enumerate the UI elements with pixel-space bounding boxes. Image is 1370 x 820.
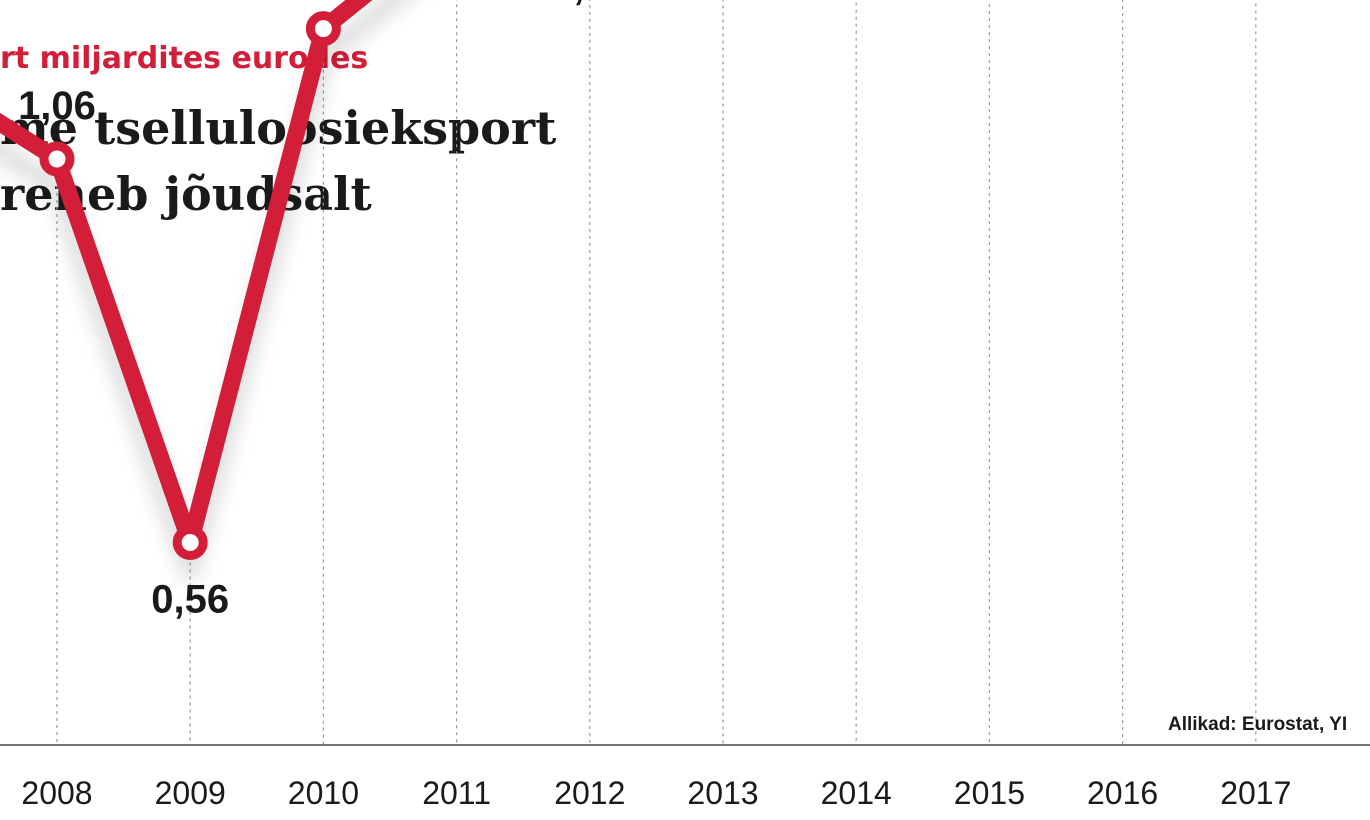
value-labels: 1,060,561,231,371,361,561,61,791,761,82 bbox=[18, 0, 629, 621]
x-axis-ticks: 2008 2009 2010 2011 2012 2013 2014 2015 2016 2017… bbox=[21, 775, 1291, 811]
value-label-2012: 1,36 bbox=[551, 0, 629, 8]
x-tick-2010: 2010 bbox=[288, 775, 359, 811]
x-tick-2008: 2008 bbox=[21, 775, 92, 811]
point-marker-2009 bbox=[172, 524, 208, 560]
chart-title-line-1: me tselluloosieksport bbox=[0, 101, 557, 155]
x-tick-2015: 2015 bbox=[954, 775, 1025, 811]
value-label-2009: 0,56 bbox=[151, 577, 229, 621]
source-note: Allikad: Eurostat, YI bbox=[1168, 714, 1347, 735]
x-tick-2012: 2012 bbox=[554, 775, 625, 811]
year-guides bbox=[56, 0, 1257, 745]
series-line-shadow bbox=[0, 0, 410, 581]
x-tick-2011: 2011 bbox=[422, 775, 491, 811]
point-markers bbox=[39, 11, 341, 560]
x-tick-2009: 2009 bbox=[155, 775, 226, 811]
point-marker-2010 bbox=[305, 11, 341, 47]
x-tick-2016: 2016 bbox=[1087, 775, 1158, 811]
x-tick-2017: 2017 bbox=[1220, 775, 1291, 811]
series-line bbox=[0, 0, 373, 551]
point-marker-2008 bbox=[39, 141, 75, 177]
value-label-2008: 1,06 bbox=[18, 84, 96, 128]
x-tick-2014: 2014 bbox=[821, 775, 892, 811]
x-tick-2013: 2013 bbox=[687, 775, 758, 811]
